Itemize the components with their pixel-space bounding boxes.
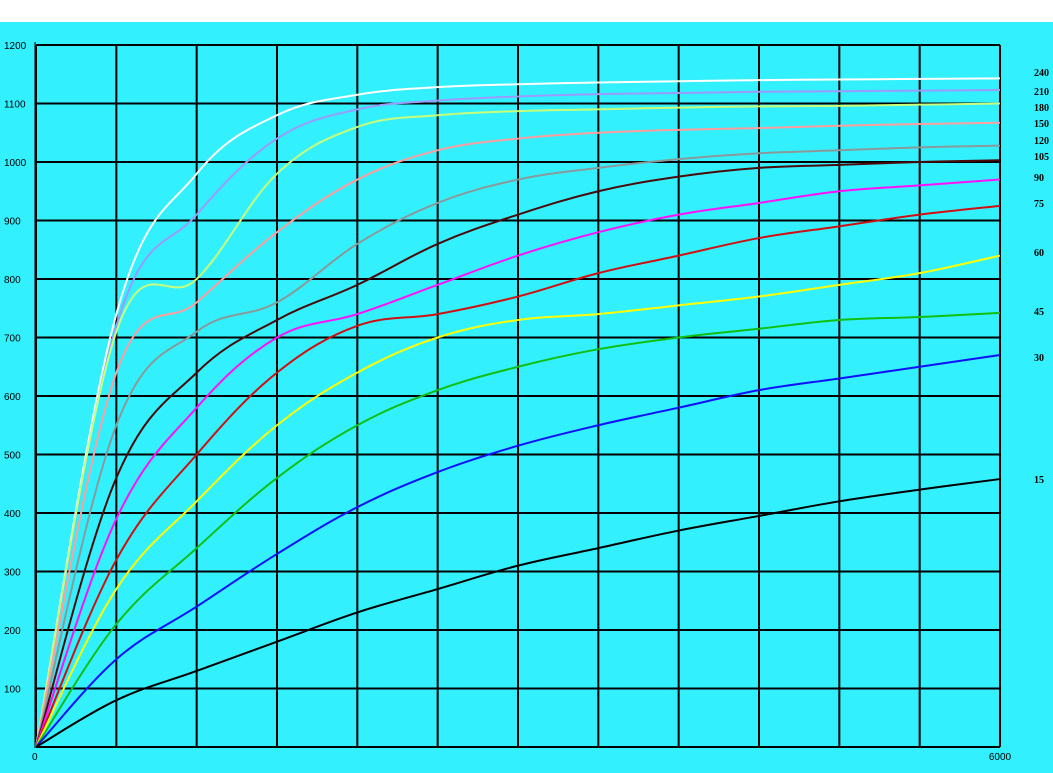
x-tick-label: 6000 <box>989 752 1012 763</box>
series-line-30 <box>35 354 1001 748</box>
x-axis-ticks: 0 6000 <box>32 752 1012 763</box>
series-line-210 <box>35 89 1001 748</box>
series-line-120 <box>35 144 1001 748</box>
y-tick-label: 800 <box>4 275 21 286</box>
y-tick-label: 600 <box>4 392 21 403</box>
y-tick-label: 500 <box>4 451 21 462</box>
series-line-60 <box>35 254 1001 748</box>
y-tick-label: 300 <box>4 568 21 579</box>
top-banner-strip <box>0 0 1053 22</box>
series-line-105 <box>35 159 1001 748</box>
series-label-15: 15 <box>1034 475 1044 486</box>
series-lines <box>35 77 1001 748</box>
y-tick-label: 1100 <box>4 100 26 111</box>
grid-layer <box>34 42 1001 748</box>
series-line-150 <box>35 121 1001 748</box>
y-tick-label: 400 <box>4 509 21 520</box>
y-tick-label: 100 <box>4 685 21 696</box>
series-line-45 <box>35 311 1001 748</box>
series-label-75: 75 <box>1034 199 1044 210</box>
series-label-105: 105 <box>1034 152 1049 163</box>
series-line-15 <box>35 478 1001 748</box>
series-label-240: 240 <box>1034 68 1049 79</box>
x-tick-label: 0 <box>32 752 38 763</box>
series-label-120: 120 <box>1034 136 1049 147</box>
series-label-45: 45 <box>1034 307 1044 318</box>
y-tick-label: 700 <box>4 334 21 345</box>
y-tick-label: 900 <box>4 217 21 228</box>
y-tick-label: 200 <box>4 626 21 637</box>
series-label-30: 30 <box>1034 353 1044 364</box>
series-line-75 <box>35 204 1001 748</box>
series-line-180 <box>35 102 1001 748</box>
series-label-180: 180 <box>1034 103 1049 114</box>
series-line-90 <box>35 178 1001 748</box>
series-label-150: 150 <box>1034 119 1049 130</box>
series-label-90: 90 <box>1034 173 1044 184</box>
y-tick-label: 1000 <box>4 158 27 169</box>
series-label-60: 60 <box>1034 248 1044 259</box>
series-labels: 240 210 180 150 120 105 90 75 60 45 30 15 <box>1034 68 1049 486</box>
y-tick-label: 1200 <box>4 41 27 52</box>
series-label-210: 210 <box>1034 87 1049 98</box>
series-line-240 <box>35 77 1001 748</box>
y-axis-ticks: 100 200 300 400 500 600 700 800 900 1000 1100 1200 <box>4 41 27 696</box>
